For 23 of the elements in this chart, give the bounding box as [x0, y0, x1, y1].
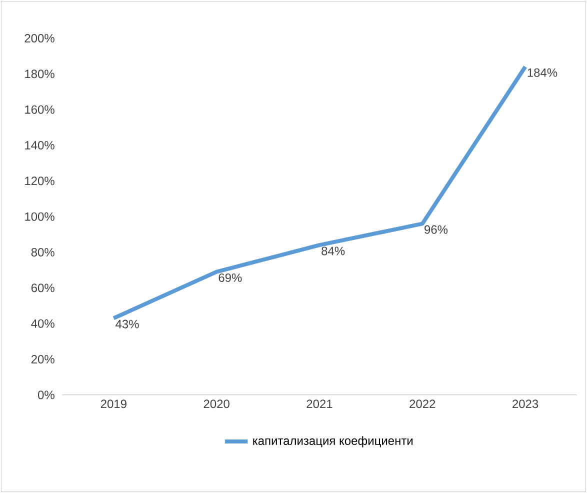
x-tick-label: 2019 [100, 400, 126, 408]
y-tick-label: 60% [31, 284, 54, 292]
x-tick-label: 2021 [306, 400, 332, 408]
y-tick-label: 40% [31, 319, 54, 328]
y-tick-label: 100% [25, 212, 54, 221]
y-tick-label: 80% [31, 248, 54, 256]
data-label: 69% [218, 273, 242, 282]
data-label: 184% [528, 68, 558, 77]
y-tick-label: 140% [25, 140, 54, 150]
y-tick-label: 0% [38, 390, 54, 400]
y-tick-label: 120% [25, 176, 54, 186]
data-label: 43% [116, 320, 139, 328]
data-label: 96% [424, 225, 448, 234]
y-tick-label: 160% [25, 105, 54, 114]
x-tick-label: 2023 [512, 400, 538, 408]
y-tick-label: 200% [24, 34, 54, 42]
data-label: 84% [322, 246, 345, 256]
x-tick-label: 2020 [204, 400, 230, 408]
y-tick-label: 180% [25, 70, 54, 78]
y-tick-label: 20% [31, 354, 54, 364]
x-tick-label: 2022 [410, 400, 436, 408]
line-series [112, 64, 528, 320]
legend-label: капитализация коефициенти [253, 436, 413, 448]
